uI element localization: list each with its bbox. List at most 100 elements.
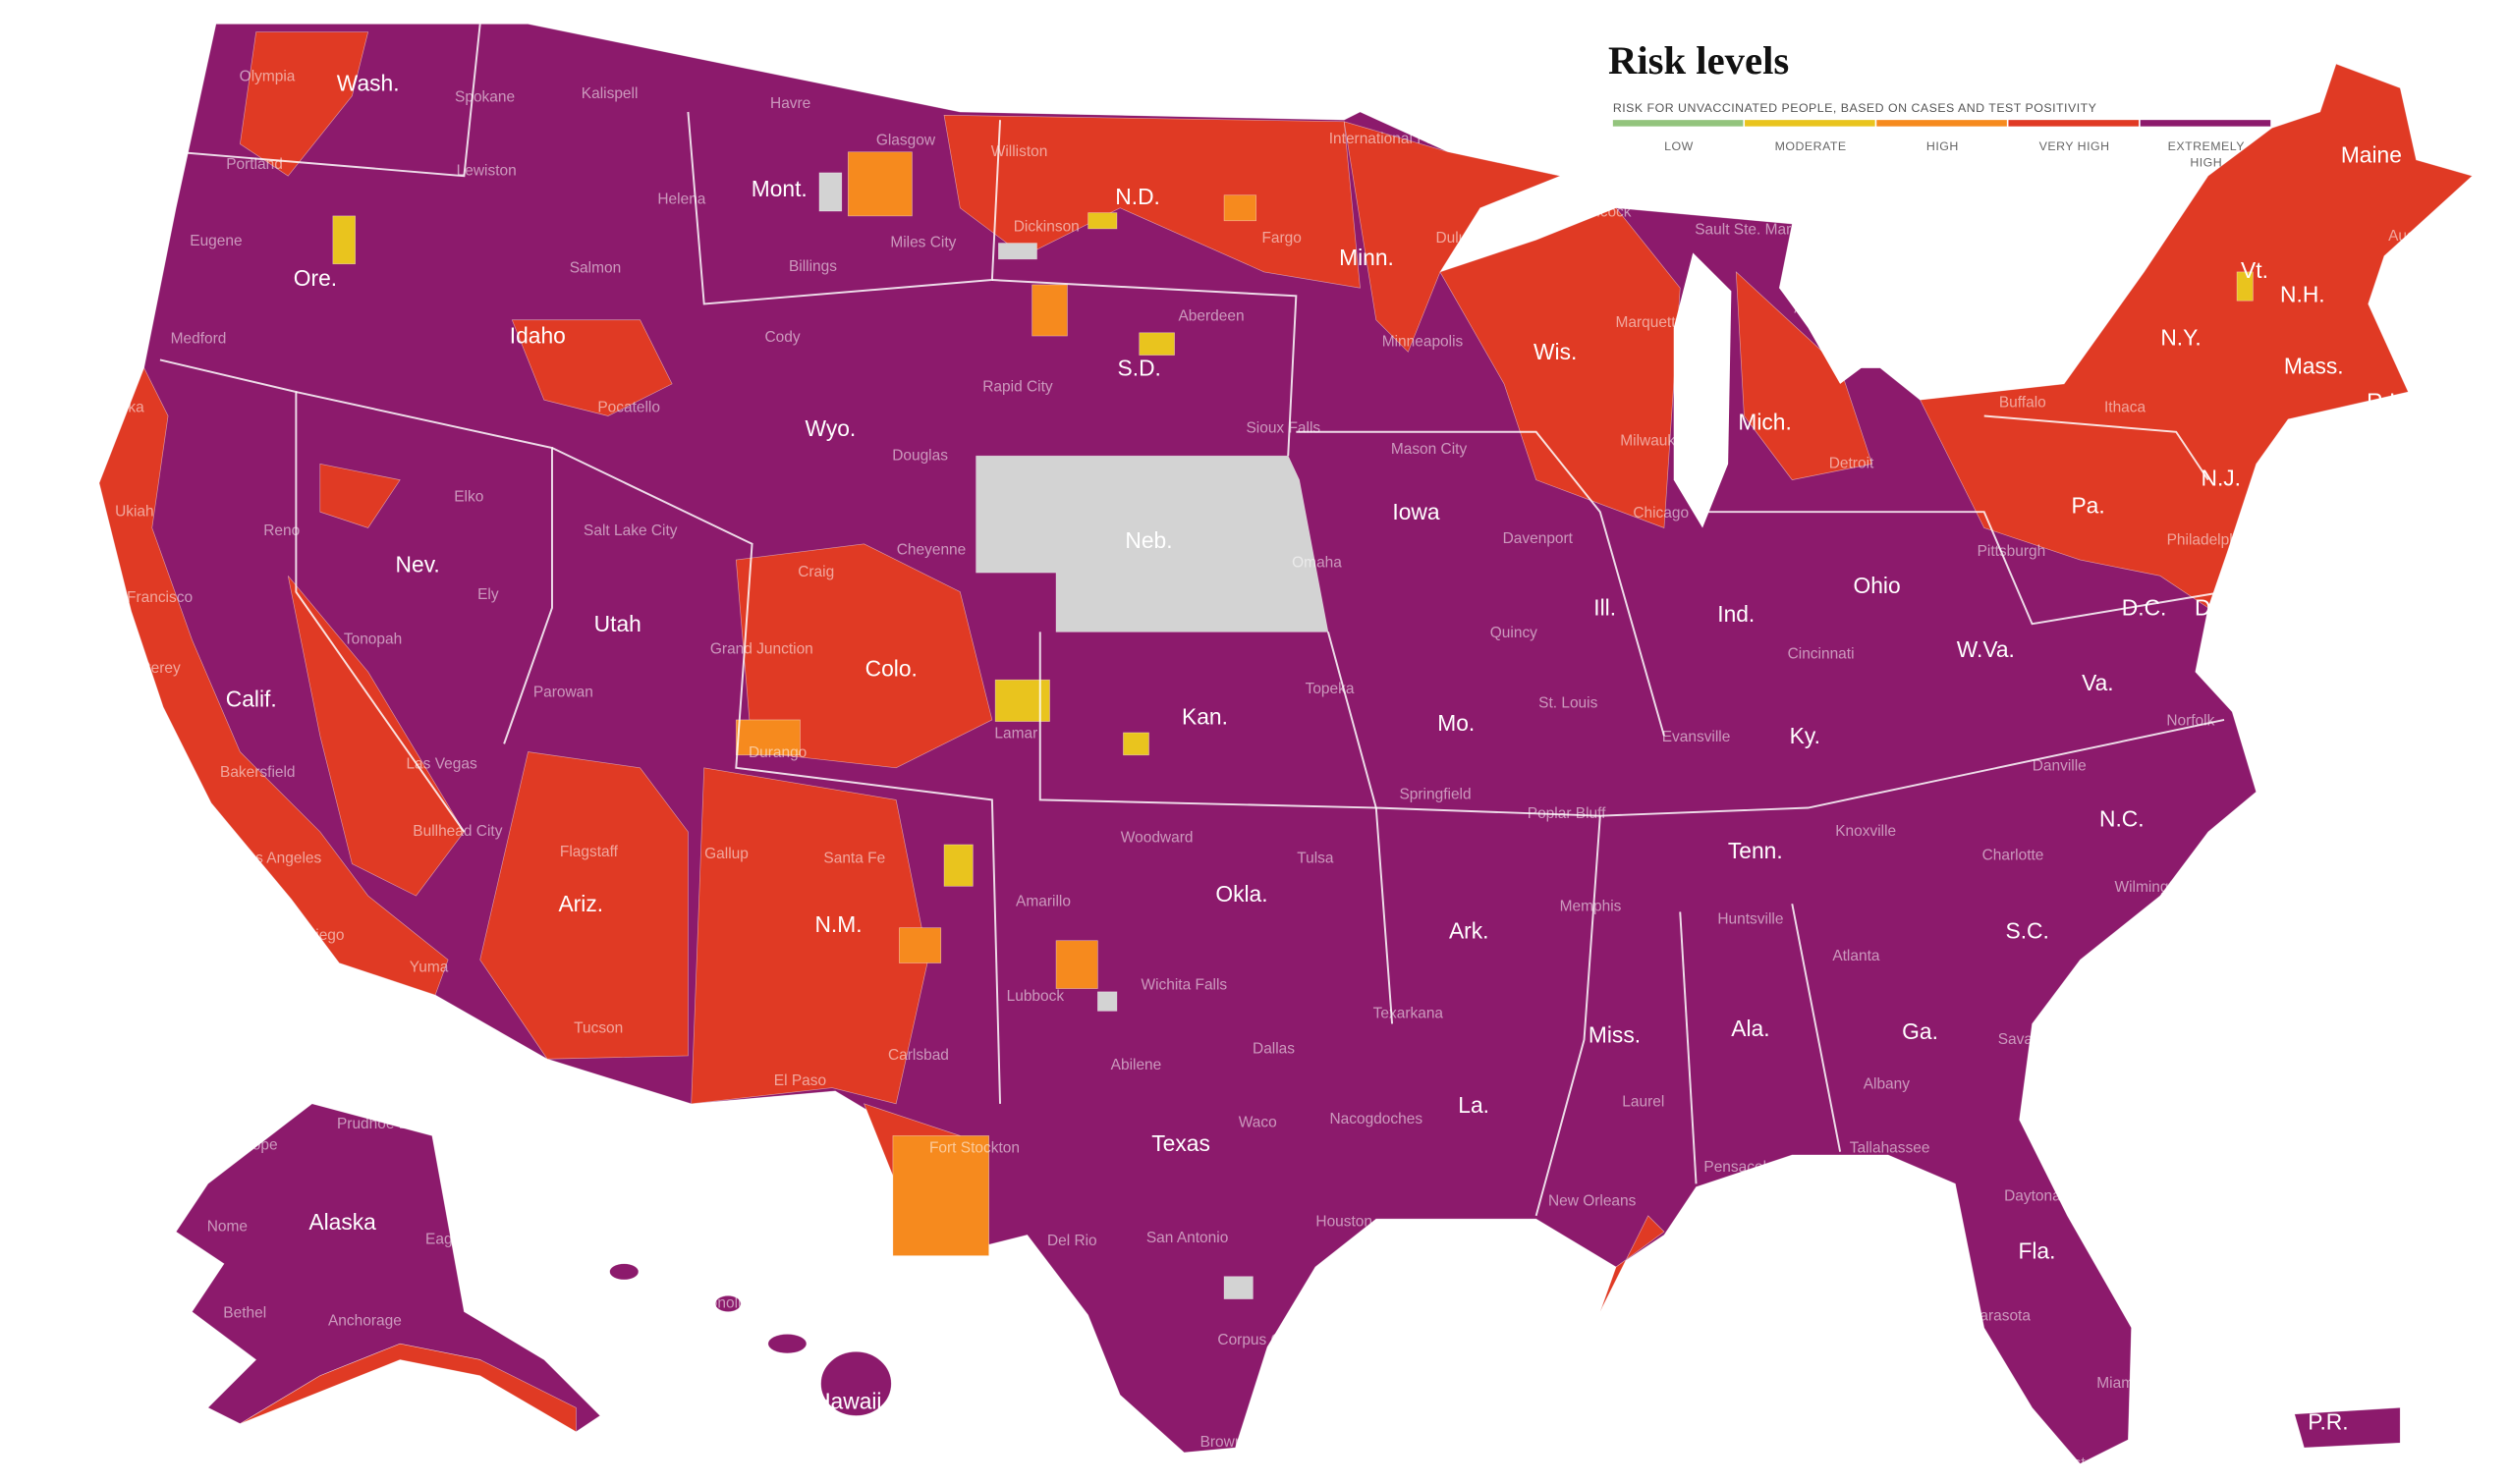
city-label: Tonopah — [344, 632, 402, 648]
no-data-county — [818, 172, 843, 212]
state-border — [1679, 911, 1698, 1184]
state-label: Miss. — [1589, 1021, 1641, 1047]
state-borders — [159, 24, 2225, 1217]
high-county — [1031, 284, 1068, 337]
city-label: St. Louis — [1538, 695, 1597, 712]
city-label: Ukiah — [115, 503, 154, 520]
city-label: Rapid City — [982, 378, 1053, 395]
city-label: Savannah — [1998, 1031, 2067, 1048]
city-label: Lamar — [994, 726, 1037, 742]
no-data-county — [1097, 991, 1118, 1012]
city-label: Sioux Falls — [1246, 420, 1320, 437]
city-label: Billings — [789, 258, 837, 275]
city-label: Prudhoe Bay — [337, 1116, 425, 1132]
legend-swatch — [2008, 120, 2140, 127]
city-label: Evansville — [1662, 729, 1731, 745]
very-high-region — [479, 751, 689, 1060]
city-label: Augusta — [2388, 228, 2444, 245]
city-label: Pocatello — [597, 399, 660, 415]
city-label: Danville — [2033, 757, 2087, 774]
state-label: Mont. — [752, 176, 808, 201]
state-label: Mo. — [1437, 710, 1475, 736]
state-label: Hawaii — [814, 1388, 881, 1413]
city-label: Los Angeles — [239, 851, 322, 867]
city-label: Sault Ste. Marie — [1695, 222, 1803, 239]
state-label: La. — [1458, 1092, 1489, 1118]
legend-subtitle: RISK FOR UNVACCINATED PEOPLE, BASED ON C… — [1613, 101, 2097, 115]
city-labels: Olympia Spokane Kalispell Havre Glasgow Willi… — [95, 68, 2485, 1471]
city-label: Nome — [207, 1218, 248, 1235]
state-label: Idaho — [510, 323, 566, 349]
no-data-region — [976, 455, 1329, 632]
city-label: Presque Isle — [2401, 72, 2485, 88]
city-label: Davenport — [1503, 530, 1574, 547]
state-labels: Wash. Ore. Calif. Idaho Nev. Utah Ariz. Mont. Wy… — [226, 70, 2402, 1434]
moderate-county — [943, 844, 974, 887]
lake-huron — [1779, 240, 1872, 384]
legend-label: HIGH — [1926, 139, 1959, 153]
city-label: Charlotte — [1982, 847, 2044, 863]
state-label: S.D. — [1118, 355, 1161, 380]
moderate-county — [994, 679, 1050, 722]
city-label: International Falls — [1329, 131, 1449, 147]
city-label: Elko — [454, 489, 483, 506]
moderate-county — [332, 215, 356, 265]
state-label: Ark. — [1449, 918, 1489, 944]
state-label: Pa. — [2071, 492, 2104, 518]
state-label: Vt. — [2241, 257, 2268, 283]
city-label: Salmon — [570, 260, 621, 277]
very-high-region — [98, 366, 449, 996]
puerto-rico — [2294, 1406, 2401, 1449]
legend-label: VERY HIGH — [2039, 139, 2110, 153]
city-label: Detroit — [1829, 455, 1874, 471]
city-label: Portland — [226, 156, 283, 173]
city-label: Nacogdoches — [1329, 1111, 1422, 1127]
state-border — [159, 358, 466, 833]
state-label: Va. — [2082, 670, 2114, 695]
state-label: Del. — [2195, 595, 2235, 621]
city-label: Houston — [1315, 1213, 1372, 1230]
state-label: N.M. — [814, 911, 862, 937]
city-label: Cincinnati — [1788, 645, 1855, 662]
city-label: Fort Stockton — [929, 1140, 1020, 1157]
no-data-county — [1223, 1276, 1254, 1299]
state-border — [551, 447, 1002, 1104]
city-label: Omaha — [1292, 554, 1342, 571]
high-county — [899, 927, 942, 963]
city-label: Bakersfield — [220, 764, 296, 781]
city-label: Dickinson — [1014, 218, 1080, 235]
city-label: Flagstaff — [560, 844, 619, 860]
city-label: Las Vegas — [406, 756, 477, 773]
city-label: Philadelphia — [2167, 532, 2251, 549]
very-high-region — [287, 576, 465, 897]
state-label: W.Va. — [1957, 636, 2015, 662]
city-label: Anchorage — [328, 1312, 402, 1329]
city-label: Monterey — [117, 660, 181, 677]
city-label: Yuma — [410, 959, 449, 975]
state-border — [1983, 414, 2209, 481]
hawaii — [714, 1294, 742, 1312]
state-label: Nev. — [396, 552, 440, 577]
state-label: Ill. — [1593, 595, 1616, 621]
city-label: Glasgow — [876, 132, 936, 148]
state-label: N.J. — [2202, 466, 2242, 491]
city-label: Honolulu — [698, 1295, 758, 1312]
very-high-region — [691, 767, 929, 1105]
state-label: N.C. — [2099, 806, 2145, 832]
state-label: Alaska — [308, 1209, 376, 1235]
land — [98, 24, 2474, 1464]
state-label: Ga. — [1902, 1018, 1938, 1044]
state-label: R.I. — [2367, 388, 2401, 413]
city-label: Alpena — [1794, 300, 1842, 316]
city-label: Corpus Christi — [1217, 1332, 1313, 1348]
city-label: Wilmington — [2114, 879, 2190, 896]
city-label: Quincy — [1490, 625, 1537, 641]
hawaii — [767, 1334, 808, 1354]
city-label: Salt Lake City — [584, 522, 678, 539]
city-label: Lubbock — [1007, 988, 1065, 1005]
city-label: Sarasota — [1970, 1308, 2031, 1325]
city-label: Woodward — [1121, 830, 1194, 847]
state-border — [1791, 904, 1842, 1152]
city-label: Grand Junction — [710, 640, 813, 657]
city-label: Laurel — [1622, 1093, 1664, 1110]
